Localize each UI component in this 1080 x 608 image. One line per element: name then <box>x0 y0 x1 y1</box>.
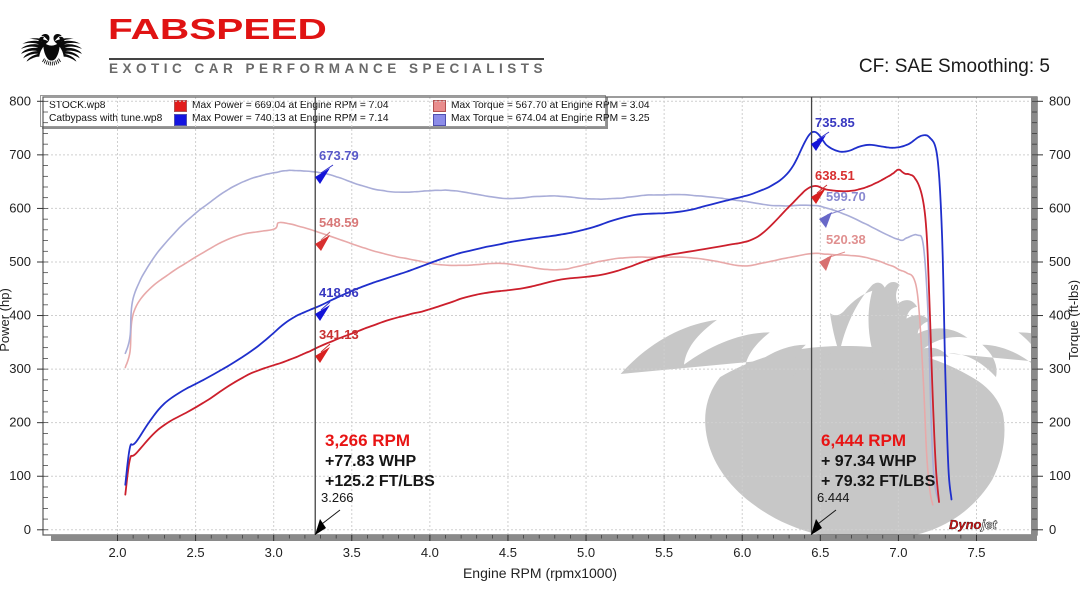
svg-text:700: 700 <box>9 147 31 162</box>
svg-text:673.79: 673.79 <box>319 148 359 163</box>
svg-text:300: 300 <box>9 361 31 376</box>
svg-text:3,266 RPM: 3,266 RPM <box>325 431 410 450</box>
svg-text:200: 200 <box>1049 415 1071 430</box>
svg-text:520.38: 520.38 <box>826 232 866 247</box>
svg-text:7.0: 7.0 <box>889 545 907 560</box>
svg-text:100: 100 <box>9 468 31 483</box>
svg-text:800: 800 <box>9 93 31 108</box>
svg-text:6.444: 6.444 <box>817 490 850 505</box>
svg-text:+ 97.34 WHP: + 97.34 WHP <box>821 453 917 470</box>
svg-text:6.0: 6.0 <box>733 545 751 560</box>
svg-text:2.0: 2.0 <box>108 545 126 560</box>
svg-text:500: 500 <box>1049 254 1071 269</box>
svg-text:6,444 RPM: 6,444 RPM <box>821 431 906 450</box>
svg-text:Engine RPM (rpmx1000): Engine RPM (rpmx1000) <box>463 565 617 581</box>
svg-text:+125.2 FT/LBS: +125.2 FT/LBS <box>325 473 435 490</box>
svg-text:7.5: 7.5 <box>967 545 985 560</box>
svg-text:4.5: 4.5 <box>499 545 517 560</box>
svg-text:599.70: 599.70 <box>826 189 866 204</box>
svg-text:300: 300 <box>1049 361 1071 376</box>
svg-text:4.0: 4.0 <box>421 545 439 560</box>
svg-text:5.0: 5.0 <box>577 545 595 560</box>
svg-text:Dynojet: Dynojet <box>949 517 997 532</box>
svg-text:2.5: 2.5 <box>187 545 205 560</box>
svg-text:6.5: 6.5 <box>811 545 829 560</box>
svg-text:+77.83 WHP: +77.83 WHP <box>325 453 416 470</box>
svg-text:3.266: 3.266 <box>321 490 354 505</box>
svg-text:638.51: 638.51 <box>815 168 855 183</box>
svg-text:+ 79.32 FT/LBS: + 79.32 FT/LBS <box>821 473 936 490</box>
svg-text:800: 800 <box>1049 93 1071 108</box>
svg-text:548.59: 548.59 <box>319 215 359 230</box>
svg-text:5.5: 5.5 <box>655 545 673 560</box>
svg-text:500: 500 <box>9 254 31 269</box>
svg-text:600: 600 <box>9 200 31 215</box>
svg-text:700: 700 <box>1049 147 1071 162</box>
svg-text:735.85: 735.85 <box>815 115 855 130</box>
svg-text:400: 400 <box>9 308 31 323</box>
svg-text:0: 0 <box>1049 522 1056 537</box>
svg-text:100: 100 <box>1049 468 1071 483</box>
svg-text:418.96: 418.96 <box>319 285 359 300</box>
svg-text:Power (hp): Power (hp) <box>0 288 12 352</box>
svg-text:341.13: 341.13 <box>319 327 359 342</box>
svg-text:0: 0 <box>24 522 31 537</box>
svg-text:3.5: 3.5 <box>343 545 361 560</box>
svg-text:Torque (ft-lbs): Torque (ft-lbs) <box>1066 280 1080 360</box>
svg-text:600: 600 <box>1049 200 1071 215</box>
svg-text:3.0: 3.0 <box>265 545 283 560</box>
svg-text:200: 200 <box>9 415 31 430</box>
